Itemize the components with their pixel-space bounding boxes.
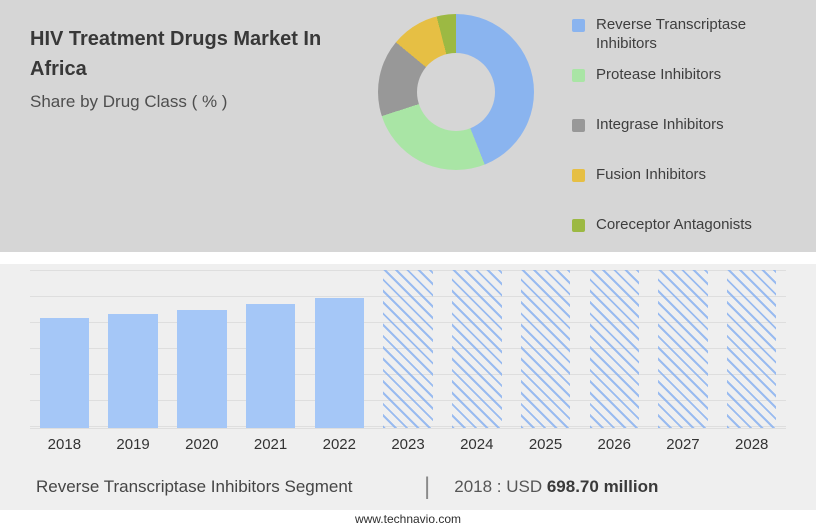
x-axis-label: 2025 <box>528 436 563 453</box>
bar-column <box>374 270 443 428</box>
website-link[interactable]: www.technavio.com <box>354 512 462 526</box>
donut-chart <box>378 14 534 170</box>
x-axis-label: 2019 <box>116 436 150 453</box>
segment-value-prefix: 2018 : USD <box>454 477 547 496</box>
legend-item: Integrase Inhibitors <box>572 116 810 166</box>
legend-swatch <box>572 119 585 132</box>
bar-column <box>236 270 305 428</box>
x-axis-label: 2024 <box>460 436 494 453</box>
segment-label: Reverse Transcriptase Inhibitors Segment <box>36 477 353 497</box>
bar-column <box>30 270 99 428</box>
segment-value: 2018 : USD 698.70 million <box>454 477 658 497</box>
x-axis-label: 2026 <box>597 436 631 453</box>
legend-label: Fusion Inhibitors <box>596 166 707 183</box>
legend-item: Reverse Transcriptase Inhibitors <box>572 16 810 66</box>
x-axis-label: 2027 <box>666 436 700 453</box>
bar-column <box>580 270 649 428</box>
forecast-bar <box>452 270 502 428</box>
x-axis-labels: 2018 2019 2020 2021 2022 2023 2024 2025 2026 2027… <box>30 432 786 456</box>
legend-item: Protease Inhibitors <box>572 66 810 116</box>
forecast-bar <box>658 270 708 428</box>
x-axis-label: 2023 <box>391 436 425 453</box>
legend-swatch <box>572 19 585 32</box>
value-bar <box>108 313 158 428</box>
x-axis-label: 2020 <box>185 436 219 453</box>
footer: Reverse Transcriptase Inhibitors Segment… <box>0 464 816 510</box>
legend-item: Coreceptor Antagonists <box>572 216 810 266</box>
forecast-bar <box>726 270 777 428</box>
site-strip: www.technavio.com <box>0 510 816 528</box>
value-bar <box>245 304 296 428</box>
bar-column <box>167 270 236 428</box>
footer-separator: | <box>424 473 431 500</box>
legend: Reverse Transcriptase Inhibitors Protease… <box>572 16 810 266</box>
panel-divider <box>0 252 816 264</box>
bar-chart-panel: 2018 2019 2020 2021 2022 2023 2024 2025 2026 2027… <box>0 264 816 464</box>
bar-column <box>99 270 168 428</box>
value-bar <box>177 309 227 428</box>
bar-column <box>649 270 718 428</box>
bar-column <box>511 270 580 428</box>
bar-column <box>717 270 786 428</box>
legend-swatch <box>572 69 585 82</box>
page-title: HIV Treatment Drugs Market In Africa <box>30 28 322 80</box>
legend-swatch <box>572 169 585 182</box>
legend-label: Reverse Transcriptase Inhibitors <box>596 16 747 52</box>
overview-panel: HIV Treatment Drugs Market In Africa Sha… <box>0 0 816 252</box>
x-axis-label: 2018 <box>47 436 82 453</box>
forecast-bar <box>520 270 571 428</box>
chart-subtitle: Share by Drug Class ( % ) <box>30 92 228 111</box>
forecast-bar <box>383 270 433 428</box>
x-axis-label: 2021 <box>253 436 288 453</box>
legend-label: Protease Inhibitors <box>596 66 722 83</box>
segment-value-amount: 698.70 million <box>546 477 659 496</box>
forecast-bar <box>589 270 639 428</box>
bar-column <box>442 270 511 428</box>
legend-label: Coreceptor Antagonists <box>596 216 752 233</box>
x-axis-label: 2022 <box>322 436 356 453</box>
value-bar <box>39 317 90 428</box>
bar-chart-plot <box>30 270 786 429</box>
x-axis-label: 2028 <box>735 436 769 453</box>
value-bar <box>314 297 365 428</box>
legend-item: Fusion Inhibitors <box>572 166 810 216</box>
legend-label: Integrase Inhibitors <box>596 116 724 133</box>
bars-row <box>30 270 786 428</box>
bar-column <box>305 270 374 428</box>
legend-swatch <box>572 219 585 232</box>
